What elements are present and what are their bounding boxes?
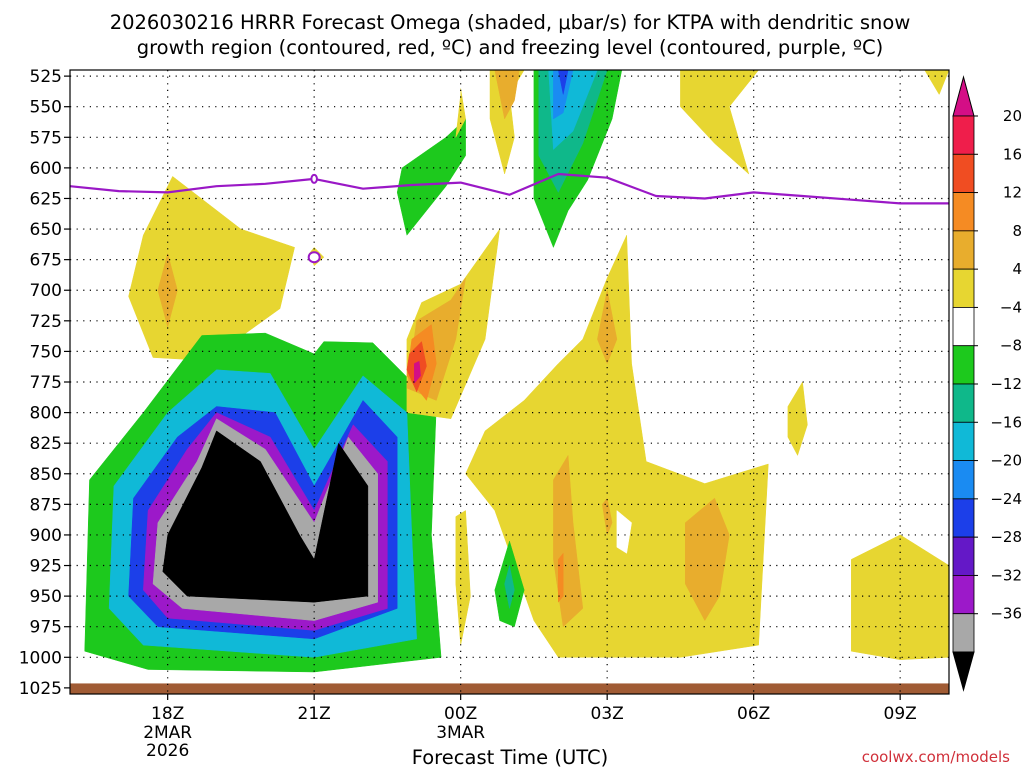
y-tick-label-750: 750 <box>30 342 62 362</box>
colorbar-label-0: 20 <box>1003 107 1022 125</box>
freezing-level-loop-0 <box>310 173 318 184</box>
y-tick-label-625: 625 <box>30 189 62 209</box>
colorbar-label-3: 8 <box>1012 222 1022 240</box>
x-axis-label: Forecast Time (UTC) <box>412 746 609 768</box>
ground-surface <box>70 683 949 694</box>
chart-title-line1: 2026030216 HRRR Forecast Omega (shaded, … <box>110 11 911 34</box>
ground-strip <box>70 683 949 694</box>
colorbar-swatch-4 <box>952 268 975 308</box>
y-tick-label-900: 900 <box>30 526 62 546</box>
omega-region-36 <box>851 534 950 660</box>
colorbar-swatch-1 <box>952 153 975 193</box>
colorbar-swatch-8 <box>952 421 975 461</box>
y-axis: 525 550 575 600 625 650 675 700 725 750 775 800 825 8… <box>19 67 70 699</box>
omega-region-23 <box>680 69 759 175</box>
colorbar-label-10: −24 <box>990 490 1022 508</box>
y-tick-label-950: 950 <box>30 587 62 607</box>
y-tick-label-800: 800 <box>30 404 62 424</box>
y-tick-label-550: 550 <box>30 98 62 118</box>
omega-shaded-regions <box>84 69 950 673</box>
omega-region-32 <box>455 510 471 646</box>
y-tick-label-525: 525 <box>30 67 62 87</box>
colorbar-swatch-12 <box>952 575 975 615</box>
colorbar-swatch-6 <box>952 345 975 385</box>
colorbar-swatch-11 <box>952 536 975 576</box>
colorbar-label-1: 16 <box>1003 145 1022 163</box>
credit-text: coolwx.com/models <box>862 748 1010 766</box>
y-tick-label-725: 725 <box>30 312 62 332</box>
omega-region-29 <box>685 497 730 621</box>
colorbar-swatch-7 <box>952 383 975 423</box>
y-tick-label-600: 600 <box>30 159 62 179</box>
freezing-level-loop-1 <box>307 251 321 264</box>
colorbar-top-arrow <box>952 75 975 117</box>
y-tick-label-875: 875 <box>30 495 62 515</box>
colorbar-label-6: −8 <box>1000 337 1022 355</box>
colorbar-swatch-3 <box>952 230 975 270</box>
y-tick-label-700: 700 <box>30 281 62 301</box>
omega-region-31 <box>616 510 632 554</box>
colorbar-label-11: −28 <box>990 528 1022 546</box>
omega-region-15 <box>414 360 421 384</box>
colorbar-label-2: 12 <box>1003 184 1022 202</box>
freezing-level-contour <box>69 172 949 264</box>
colorbar-swatch-13 <box>952 613 975 653</box>
omega-region-30 <box>602 497 613 536</box>
y-tick-label-850: 850 <box>30 465 62 485</box>
colorbar-swatch-2 <box>952 192 975 232</box>
omega-region-0 <box>128 176 295 361</box>
colorbar-bottom-arrow <box>952 651 975 692</box>
x-tick-label-00Z: 00Z <box>444 704 477 724</box>
x-tick-label-06Z: 06Z <box>737 704 770 724</box>
y-tick-label-975: 975 <box>30 618 62 638</box>
chart-title-line2: growth region (contoured, red, ºC) and f… <box>137 36 884 59</box>
y-tick-label-575: 575 <box>30 128 62 148</box>
omega-region-9 <box>396 118 466 236</box>
x-tick-label-03Z: 03Z <box>591 704 624 724</box>
colorbar-label-13: −36 <box>990 605 1022 623</box>
colorbar-label-5: −4 <box>1000 298 1022 316</box>
colorbar-swatch-0 <box>952 115 975 155</box>
colorbar-label-9: −20 <box>990 452 1022 470</box>
omega-region-8 <box>162 430 369 603</box>
colorbar: 20 16 12 8 4 −4 −8 −12 −16 −20 −24 −28 −32 −36 <box>952 75 1022 692</box>
omega-region-10 <box>455 88 466 138</box>
y-tick-label-1000: 1000 <box>19 648 62 668</box>
colorbar-label-8: −16 <box>990 413 1022 431</box>
y-tick-label-825: 825 <box>30 434 62 454</box>
colorbar-label-12: −32 <box>990 566 1022 584</box>
y-tick-label-925: 925 <box>30 557 62 577</box>
colorbar-label-4: 4 <box>1012 260 1022 278</box>
colorbar-swatch-10 <box>952 498 975 538</box>
x-tick-label-21Z: 21Z <box>298 704 331 724</box>
x-tick-date-18Z: 2MAR <box>143 723 192 743</box>
colorbar-swatch-9 <box>952 460 975 500</box>
y-tick-label-1025: 1025 <box>19 679 62 699</box>
omega-region-34 <box>504 565 515 609</box>
colorbar-swatch-5 <box>952 307 975 347</box>
omega-region-35 <box>787 381 808 456</box>
omega-region-24 <box>924 69 950 95</box>
omega-region-1 <box>157 253 178 328</box>
x-tick-year-18Z: 2026 <box>146 741 189 761</box>
y-tick-label-775: 775 <box>30 373 62 393</box>
freezing-level-line <box>69 172 949 205</box>
x-tick-label-09Z: 09Z <box>884 704 917 724</box>
x-tick-label-18Z: 18Z <box>151 704 184 724</box>
colorbar-label-7: −12 <box>990 375 1022 393</box>
x-tick-date-00Z: 3MAR <box>436 723 485 743</box>
y-tick-label-650: 650 <box>30 220 62 240</box>
y-tick-label-675: 675 <box>30 251 62 271</box>
omega-region-27 <box>558 553 564 603</box>
